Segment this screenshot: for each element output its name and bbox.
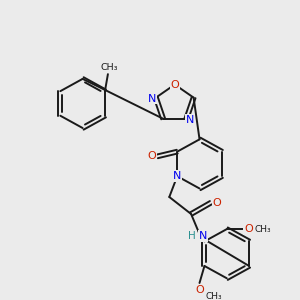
Text: CH₃: CH₃ [206,292,222,300]
Text: O: O [244,224,253,234]
Text: CH₃: CH₃ [100,63,118,72]
Text: CH₃: CH₃ [254,225,271,234]
Text: N: N [199,231,207,241]
Text: N: N [186,115,195,125]
Text: O: O [147,152,156,161]
Text: N: N [148,94,156,103]
Text: H: H [188,231,196,241]
Text: O: O [195,285,204,295]
Text: N: N [173,171,182,181]
Text: O: O [212,198,221,208]
Text: O: O [170,80,179,89]
